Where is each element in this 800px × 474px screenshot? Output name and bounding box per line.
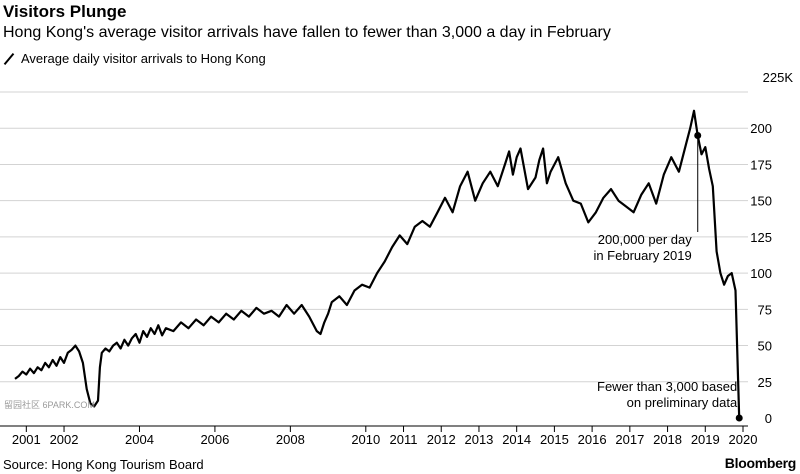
page-subtitle: Hong Kong's average visitor arrivals hav…	[3, 24, 611, 41]
x-tick-label: 2015	[540, 432, 569, 447]
legend-label: Average daily visitor arrivals to Hong K…	[21, 51, 266, 66]
x-tick-label: 2017	[615, 432, 644, 447]
x-tick-label: 2020	[729, 432, 758, 447]
watermark: 留园社区 6PARK.COM	[4, 400, 95, 410]
x-tick-label: 2011	[390, 432, 418, 447]
x-tick-label: 2002	[50, 432, 79, 447]
y-tick-label: 25	[758, 375, 772, 390]
y-tick-label: 0	[765, 411, 772, 426]
annotation-text: on preliminary data	[627, 395, 738, 410]
page-title: Visitors Plunge	[3, 2, 127, 21]
x-tick-label: 2014	[502, 432, 531, 447]
x-tick-label: 2016	[578, 432, 607, 447]
y-tick-label: 150	[750, 194, 772, 209]
y-tick-label: 175	[750, 157, 772, 172]
annotation-point	[735, 414, 743, 422]
x-tick-label: 2018	[653, 432, 682, 447]
x-tick-label: 2010	[351, 432, 380, 447]
y-tick-label: 200	[750, 121, 772, 136]
x-tick-label: 2019	[691, 432, 720, 447]
y-tick-label: 75	[758, 302, 772, 317]
x-tick-label: 2001	[12, 432, 41, 447]
x-tick-label: 2006	[200, 432, 229, 447]
x-tick-label: 2008	[276, 432, 305, 447]
brand-logo: Bloomberg	[724, 455, 797, 471]
series-line	[14, 109, 741, 419]
legend: Average daily visitor arrivals to Hong K…	[3, 51, 266, 66]
annotation-text: Fewer than 3,000 based	[597, 379, 737, 394]
y-tick-label: 125	[750, 230, 772, 245]
annotation-text: in February 2019	[593, 248, 691, 263]
annotation-text: 200,000 per day	[598, 232, 692, 247]
x-tick-label: 2004	[125, 432, 154, 447]
source-note: Source: Hong Kong Tourism Board	[3, 457, 204, 472]
x-tick-label: 2012	[427, 432, 456, 447]
y-tick-label: 50	[758, 339, 772, 354]
y-unit-label: 225K	[763, 70, 794, 85]
y-tick-label: 100	[750, 266, 772, 281]
x-tick-label: 2013	[464, 432, 493, 447]
